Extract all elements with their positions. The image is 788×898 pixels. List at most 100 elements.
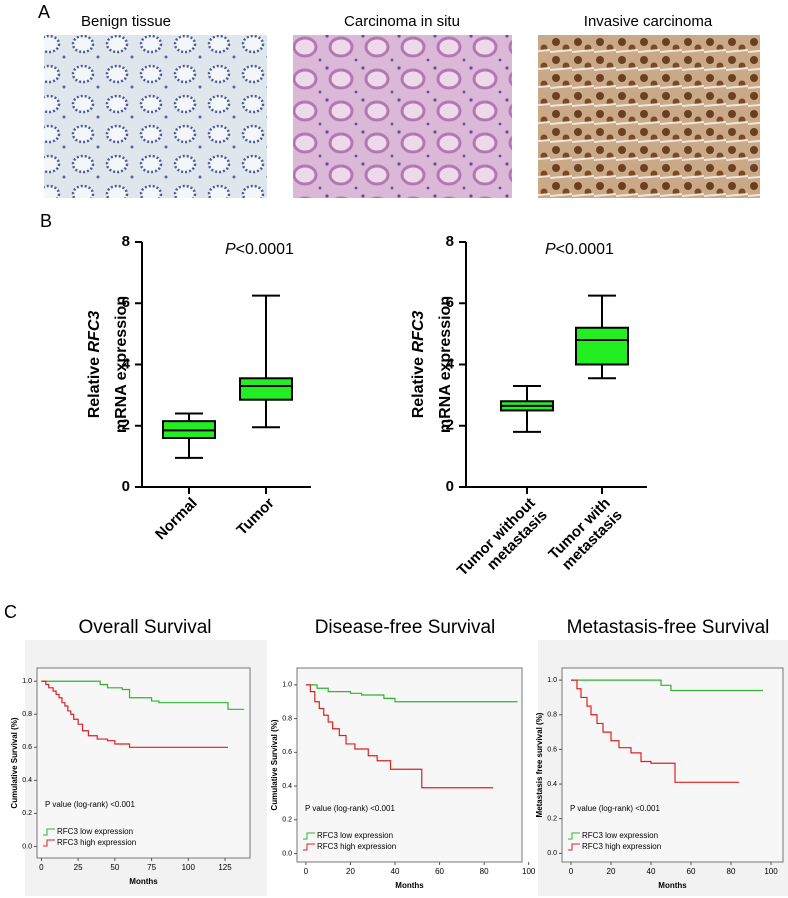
y-tick-label: 0.2 [547,816,557,823]
image-title: Carcinoma in situ [344,13,460,30]
x-tick-label: 80 [480,867,489,876]
annotation-text: <0.0001 [236,241,294,258]
y-tick-label: 0 [446,478,454,495]
y-tick-label: 0.4 [282,783,292,790]
x-tick-label: 0 [39,863,44,872]
x-tick-label: 75 [147,863,156,872]
y-tick-label: 0.2 [282,817,292,824]
y-tick-label: 1.0 [547,677,557,684]
annotation: P<0.0001 [545,241,614,258]
survival-curve [571,679,763,692]
legend-label: RFC3 high expression [317,842,396,851]
x-tick-label: 100 [182,863,196,872]
x-tick-label: Tumor withmetastasis [545,495,625,575]
y-tick-label: 0.4 [22,777,32,784]
box [239,377,293,401]
y-axis-label: Metastasis free survival (%) [535,712,544,817]
y-tick-label: 0 [122,478,130,495]
x-axis-label: Months [129,877,158,886]
x-tick-label: 60 [435,867,444,876]
x-tick-label: 0 [569,867,574,876]
annotation-p: P [225,241,236,258]
x-tick-label: 60 [687,867,696,876]
plot-area [296,667,523,863]
y-tick-label: 0.6 [22,744,32,751]
image-title: Benign tissue [81,13,171,30]
annotation: P value (log-rank) <0.001 [45,800,135,809]
legend-label: RFC3 low expression [582,831,658,840]
y-tick-label: 0.2 [22,810,32,817]
annotation: P<0.0001 [225,241,294,258]
chart-title: Disease-free Survival [315,617,496,638]
y-axis-label-gene: RFC3 [86,311,103,353]
legend-label: RFC3 high expression [582,842,661,851]
histology-image [44,35,267,198]
y-tick-label: 0.4 [547,781,557,788]
y-axis-label-part: Relative [410,352,427,418]
x-tick-label: 20 [607,867,616,876]
y-tick-label: 0.0 [282,850,292,857]
x-tick-label: 20 [346,867,355,876]
legend-symbol [303,843,315,851]
y-axis-label: mRNA expression [437,296,454,433]
y-tick-label: 0.6 [282,749,292,756]
survival-curve [41,680,228,748]
legend-symbol [43,839,55,847]
legend-symbol [568,843,580,851]
chart-title: Overall Survival [78,617,211,638]
x-tick-label: 40 [647,867,656,876]
x-tick-label: Tumor [233,495,277,539]
y-tick-label: 6 [122,294,130,311]
survival-curve [305,684,494,789]
y-tick-label: 0.8 [22,711,32,718]
panel-label: C [4,602,17,622]
y-tick-label: 0.8 [282,715,292,722]
annotation-text: <0.0001 [556,241,614,258]
survival-curve [305,684,518,703]
y-tick-label: 0.8 [547,712,557,719]
chart-title: Metastasis-free Survival [567,617,770,638]
histology-image [293,35,512,198]
y-tick-label: 2 [122,417,130,434]
y-tick-label: 2 [446,417,454,434]
y-tick-label: 0.0 [22,843,32,850]
x-tick-label-line: Normal [152,495,201,544]
annotation: P value (log-rank) <0.001 [570,804,660,813]
panel-label: B [40,211,52,231]
y-axis-label: Cumulative Survival (%) [270,719,279,810]
survival-curve [41,680,245,710]
legend-symbol [43,828,55,836]
plot-area [561,667,784,863]
y-axis-label: Relative RFC3 [86,311,103,419]
y-tick-label: 4 [446,355,455,372]
legend-label: RFC3 low expression [57,827,133,836]
x-tick-label: 80 [727,867,736,876]
y-tick-label: 4 [122,355,131,372]
y-axis-label: Cumulative Survival (%) [10,717,19,808]
y-tick-label: 0.6 [547,746,557,753]
legend-symbol [303,832,315,840]
histology-image [538,35,760,198]
y-axis-label-gene: RFC3 [410,311,427,353]
legend-label: RFC3 low expression [317,831,393,840]
y-tick-label: 1.0 [282,682,292,689]
y-tick-label: 0.0 [547,850,557,857]
y-axis-label: mRNA expression [113,296,130,433]
y-tick-label: 8 [446,233,454,250]
x-axis-label: Months [395,881,424,890]
plot-area [36,667,251,859]
x-tick-label: 0 [304,867,309,876]
x-tick-label: 125 [218,863,232,872]
x-tick-label: 100 [764,867,778,876]
x-tick-label: 50 [110,863,119,872]
annotation-p: P [545,241,556,258]
y-tick-label: 1.0 [22,678,32,685]
panel-label: A [38,2,50,22]
y-axis-label-part: Relative [86,352,103,418]
y-axis-label: Relative RFC3 [410,311,427,419]
legend-label: RFC3 high expression [57,838,136,847]
annotation: P value (log-rank) <0.001 [305,804,395,813]
x-tick-label: Normal [152,495,201,544]
x-tick-label: 25 [74,863,83,872]
box [575,326,629,366]
